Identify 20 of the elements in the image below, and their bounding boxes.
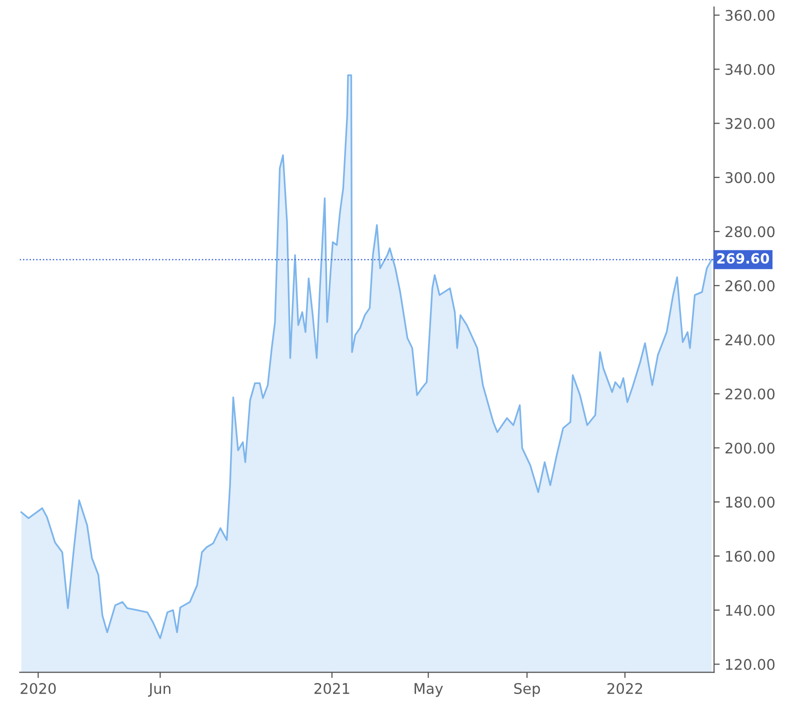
- y-tick-label: 340.00: [726, 64, 775, 75]
- y-tick-label: 300.00: [726, 172, 775, 184]
- y-tick-label: 360.00: [726, 10, 775, 21]
- x-tick-label: Jun: [148, 683, 170, 697]
- y-tick-label: 180.00: [726, 496, 775, 508]
- y-tick-label: 320.00: [726, 118, 775, 130]
- y-tick-label: 200.00: [726, 442, 775, 454]
- y-tick-label: 140.00: [726, 604, 775, 616]
- y-tick-label: 280.00: [726, 226, 775, 238]
- x-tick-label: Sep: [514, 682, 540, 697]
- x-tick-label: May: [414, 683, 443, 697]
- y-tick-label: 160.00: [726, 550, 775, 562]
- x-tick-label: 2021: [314, 682, 350, 694]
- y-tick-label: 240.00: [726, 334, 775, 346]
- y-tick-label: 220.00: [726, 388, 775, 400]
- x-tick-label: 2022: [607, 682, 642, 694]
- ref-line-label: 269.60: [717, 253, 770, 264]
- y-tick-label: 120.00: [726, 658, 775, 670]
- x-tick-label: 2020: [20, 682, 56, 694]
- y-tick-label: 260.00: [726, 280, 775, 292]
